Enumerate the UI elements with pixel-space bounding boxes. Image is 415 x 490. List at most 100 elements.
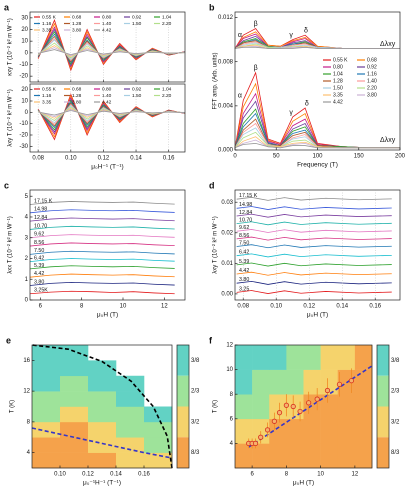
heat-cell (88, 452, 117, 469)
annotation: β (254, 65, 258, 72)
legend-label: 3.80 (367, 92, 377, 98)
plot-frame (29, 11, 186, 83)
series-label: 8.56 (239, 233, 249, 239)
legend-label: 1.04 (333, 71, 343, 77)
y-tick-label: 0.000 (218, 148, 234, 154)
series-label: 7.50 (34, 248, 44, 254)
series-label: 14.98 (239, 202, 252, 208)
legend-label: 1.04 (162, 14, 172, 20)
x-tick-label: 0.12 (303, 304, 315, 310)
y-tick-label: 0 (25, 50, 29, 56)
plot-frame (29, 83, 186, 153)
heat-cell (320, 369, 339, 395)
series-label: 12.84 (34, 215, 47, 221)
legend-label: 0.55 K (42, 86, 57, 92)
annotation: δ (305, 100, 309, 107)
plot-frame (29, 189, 186, 301)
plot-frame (234, 344, 373, 469)
series-line (236, 244, 392, 249)
data-point (348, 378, 355, 384)
legend-label: 4.42 (333, 99, 343, 105)
heat-cell (116, 406, 145, 423)
x-axis-label: Frequency (T) (297, 162, 338, 169)
series-line (236, 262, 392, 267)
series-line (236, 229, 392, 233)
legend-label: 1.50 (132, 21, 142, 27)
x-tick-label: 0.12 (82, 472, 94, 478)
series-line (234, 46, 400, 49)
y-tick-label: 30 (21, 15, 28, 21)
y-tick-label: 8 (230, 392, 234, 398)
series-label: 9.62 (239, 225, 249, 231)
series-line (29, 225, 175, 230)
y-tick-label: 6 (230, 416, 234, 422)
legend-label: 1.28 (333, 78, 343, 84)
heat-cell (116, 375, 145, 392)
series-line (29, 242, 175, 247)
heat-cell (235, 369, 253, 395)
panel-label: a (4, 2, 10, 12)
y-axis-label: λxx T (10⁻² k² m W⁻¹) (8, 216, 14, 273)
annotation: β (254, 21, 258, 28)
legend-label: 1.50 (132, 93, 142, 99)
y-tick-label: 20 (21, 87, 28, 93)
heat-cell (303, 345, 321, 370)
legend-label: 0.68 (367, 57, 377, 63)
heat-cell (116, 437, 145, 453)
legend-label: 0.92 (367, 64, 377, 70)
y-tick-label: 12 (226, 343, 233, 349)
heat-cell (116, 391, 145, 407)
y-tick-label: 3 (25, 235, 29, 241)
heat-cell (32, 406, 61, 423)
legend-label: 1.16 (42, 21, 52, 27)
legend-label: 3.80 (72, 27, 82, 33)
y-tick-label: 1 (25, 277, 29, 283)
heat-cell (337, 345, 356, 370)
legend-label: 1.04 (162, 86, 172, 92)
y-axis-label: T (K) (10, 400, 16, 413)
heat-cell (269, 369, 287, 395)
y-tick-label: 0.012 (218, 15, 234, 21)
heat-cell (286, 418, 304, 444)
x-tick-label: 100 (312, 154, 323, 160)
data-point (297, 408, 303, 415)
y-tick-label: 0.00 (221, 291, 233, 297)
heat-cell (320, 443, 339, 469)
heat-cell (286, 369, 304, 395)
y-axis-label: κxy T (10⁻² k² m W⁻¹) (8, 18, 14, 75)
heat-cell (116, 421, 145, 438)
x-tick-label: 0.08 (32, 156, 44, 162)
x-axis-label: μ₀H⁻¹ (T⁻¹) (91, 164, 123, 171)
panel-label: e (6, 335, 11, 345)
heat-cell (60, 437, 89, 453)
heat-cell (354, 418, 373, 444)
legend-label: 1.28 (72, 21, 82, 27)
dashed-curve (31, 344, 173, 469)
legend-label: 1.16 (367, 71, 377, 77)
heat-cell (60, 345, 89, 361)
heat-cell (286, 345, 304, 370)
data-point (306, 400, 312, 406)
heat-cell (354, 369, 373, 395)
series-line (236, 280, 392, 285)
colorbar-label: 8/3 (391, 450, 400, 456)
series-label: 3.25 (239, 286, 249, 292)
series-label: 3.80 (34, 279, 44, 285)
series-line (29, 290, 175, 295)
colorbar-segment (177, 345, 189, 376)
heat-cell (32, 360, 61, 377)
legend-label: 0.80 (333, 64, 343, 70)
x-axis-label: μ₀H (T) (97, 312, 118, 319)
heat-cell (286, 443, 304, 469)
y-tick-label: 0.03 (221, 200, 233, 206)
series-label: 3.80 (239, 277, 249, 283)
x-tick-label: 0.14 (110, 472, 122, 478)
colorbar-segment (177, 406, 189, 438)
y-tick-label: 0.01 (221, 261, 233, 267)
y-tick-label: 10 (226, 367, 233, 373)
legend-label: 0.80 (102, 86, 112, 92)
x-tick-label: 0.08 (237, 304, 249, 310)
data-point (252, 440, 259, 446)
series-label: 6.42 (34, 256, 44, 262)
